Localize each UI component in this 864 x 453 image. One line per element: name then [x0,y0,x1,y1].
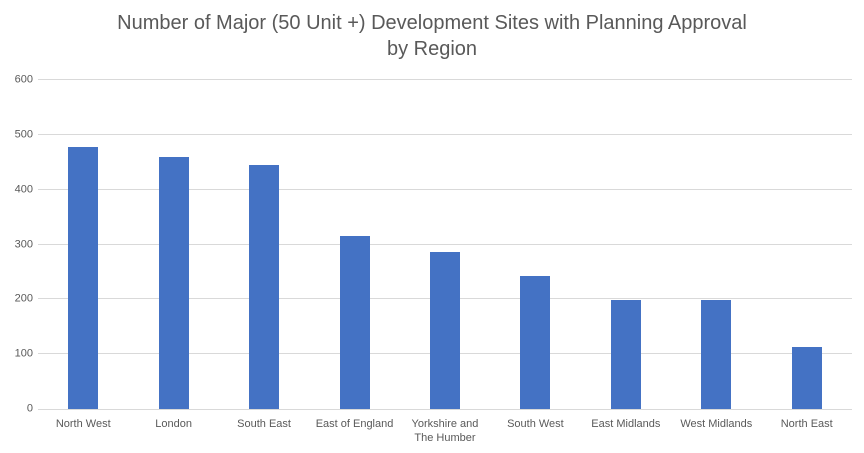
bar-slot [400,80,490,409]
bar-london [158,156,189,409]
x-tick-label: North East [780,418,833,430]
bars-row [38,80,852,409]
bar-south-east [249,165,280,409]
x-tick-label: East Midlands [591,418,661,430]
plot-area [38,79,852,410]
bar-slot [38,80,128,409]
y-axis: 0 100 200 300 400 500 600 [0,74,33,414]
bar-yorkshire-and-the-humber [429,252,460,409]
x-axis-line [38,409,852,410]
gridline [38,188,852,190]
bar-north-west [68,147,99,409]
x-tick-label: Yorkshire and The Humber [411,418,479,444]
bar-slot [490,80,580,409]
x-tick-label: South East [237,418,291,430]
chart-title: Number of Major (50 Unit +) Development … [117,12,747,60]
x-tick-label: North West [55,418,111,430]
y-tick-label: 100 [14,347,33,360]
x-tick-label: London [155,418,193,430]
bar-south-west [520,276,551,409]
y-tick-label: 300 [14,238,33,250]
bar-west-midlands [701,300,732,409]
y-tick-label: 600 [14,73,33,86]
x-axis: North West London South East East of Englan… [38,417,852,445]
bar-slot [219,80,309,409]
bar-slot [128,80,218,409]
x-tick-label: West Midlands [680,418,753,430]
bar-slot [762,80,852,409]
bar-north-east [791,346,822,409]
bar-east-midlands [610,300,641,409]
x-tick-label: South West [507,418,564,430]
y-tick-label: 400 [14,183,33,196]
y-tick-label: 200 [14,292,33,305]
gridline [38,243,852,245]
y-tick-label: 0 [26,402,33,415]
x-tick-label: East of England [315,418,394,430]
gridline [38,79,852,80]
bar-slot [309,80,399,409]
y-tick-label: 500 [14,128,33,141]
bar-slot [671,80,761,409]
gridline [38,133,852,135]
bar-east-of-england [339,235,370,409]
bar-slot [581,80,671,409]
